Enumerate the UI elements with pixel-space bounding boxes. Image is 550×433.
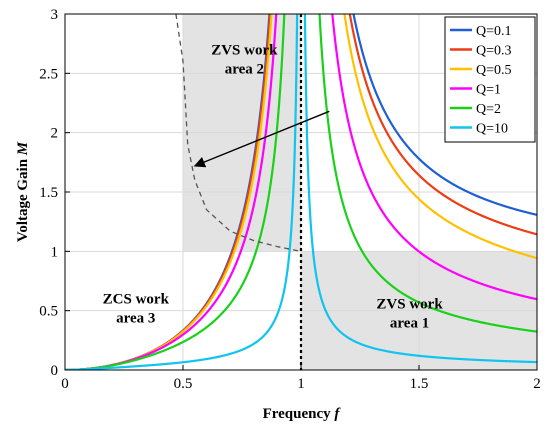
x-tick-label-3: 1.5 [410, 376, 429, 392]
peak-locus-line [175, 13, 302, 252]
legend-label-q03: Q=0.3 [476, 44, 512, 59]
y-tick-label-6: 3 [51, 7, 59, 23]
y-tick-label-3: 1.5 [39, 185, 58, 201]
legend-label-q2: Q=2 [476, 102, 501, 117]
legend-label-q05: Q=0.5 [476, 63, 512, 78]
y-axis-label: Voltage Gain M [15, 141, 31, 242]
legend-label-q10: Q=10 [476, 122, 508, 137]
y-axis-label-text: Voltage Gain [15, 155, 31, 242]
series-line-q1 [65, 14, 537, 370]
x-tick-label-2: 1 [297, 376, 305, 392]
area-label-1-line-2: area 2 [225, 61, 264, 77]
legend-label-q1: Q=1 [476, 83, 501, 98]
legend-label-q01: Q=0.1 [476, 24, 512, 39]
legend: Q=0.1 Q=0.3 Q=0.5 Q=1 Q=2 Q=10 [444, 16, 536, 143]
area-label-1-line-1: ZVS work [211, 42, 278, 58]
y-tick-label-0: 0 [51, 363, 59, 379]
area-label-3: ZVS work area 1 [376, 296, 443, 331]
y-tick-label-5: 2.5 [39, 66, 58, 82]
area-label-3-line-1: ZVS work [376, 296, 443, 312]
legend-box [444, 16, 536, 143]
y-axis-label-var: M [15, 141, 31, 156]
area-label-2: ZCS work area 3 [103, 292, 170, 327]
x-axis-label: Frequency f [263, 406, 342, 422]
x-tick-label-0: 0 [61, 376, 69, 392]
y-tick-label-1: 0.5 [39, 304, 58, 320]
x-axis-label-var: f [334, 406, 341, 422]
area-label-2-line-1: ZCS work [103, 292, 170, 308]
area-label-3-line-2: area 1 [390, 315, 429, 331]
x-tick-label-1: 0.5 [174, 376, 193, 392]
area-label-2-line-2: area 3 [116, 311, 155, 327]
y-tick-label-2: 1 [51, 244, 59, 260]
area-label-1: ZVS work area 2 [211, 42, 278, 77]
x-axis-label-text: Frequency [263, 406, 335, 422]
series-line-q2 [65, 14, 537, 370]
x-tick-label-4: 2 [533, 376, 541, 392]
annotation-arrow [193, 110, 330, 168]
y-tick-label-4: 2 [51, 126, 59, 142]
series-line-q10 [65, 14, 537, 370]
